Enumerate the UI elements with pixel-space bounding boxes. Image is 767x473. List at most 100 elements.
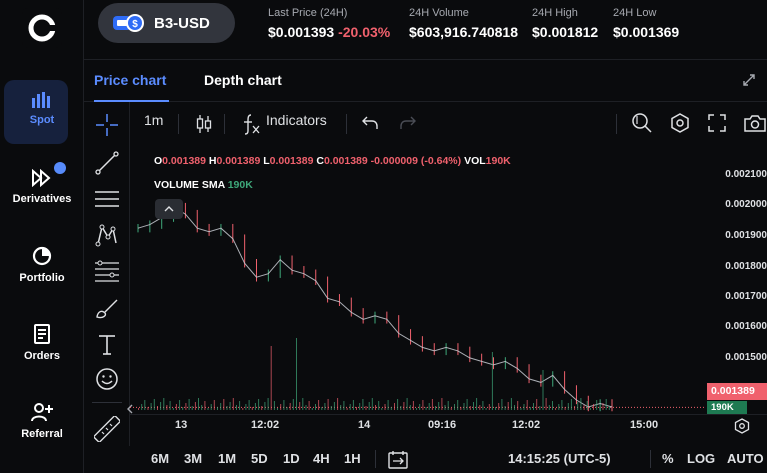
- volume-bar: [425, 407, 427, 410]
- fib-tool[interactable]: [94, 258, 120, 284]
- volume-bar: [504, 406, 506, 410]
- y-tick-label: 0.001800: [725, 261, 767, 272]
- timeframe-5d[interactable]: 5D: [251, 451, 268, 466]
- indicators-button[interactable]: Indicators: [266, 112, 327, 128]
- emoji-tool[interactable]: [94, 366, 120, 392]
- tab-price-chart[interactable]: Price chart: [94, 72, 167, 88]
- price-chart[interactable]: O0.001389 H0.001389 L0.001389 C0.001389 …: [130, 144, 767, 446]
- log-toggle[interactable]: LOG: [687, 451, 716, 466]
- function-icon[interactable]: [242, 113, 262, 135]
- volume-bar: [245, 404, 247, 410]
- nav-item-derivatives[interactable]: Derivatives: [0, 154, 84, 220]
- calendar-range-icon[interactable]: [388, 450, 408, 469]
- price-axis[interactable]: 0.002100 0.002000 0.001900 0.001800 0.00…: [706, 144, 767, 424]
- volume-bar: [520, 408, 522, 410]
- time-axis[interactable]: 13 12:02 14 09:16 12:02 15:00: [130, 414, 767, 436]
- volume-bar: [375, 405, 376, 410]
- nav-item-referral[interactable]: Referral: [0, 388, 84, 454]
- volume-bar: [321, 407, 323, 410]
- pattern-icon: [95, 224, 117, 247]
- volume-bar: [210, 404, 212, 410]
- undo-icon[interactable]: [362, 116, 378, 130]
- pair-name: B3-USD: [154, 14, 210, 32]
- y-tick-label: 0.001900: [725, 230, 767, 241]
- timeframe-4h[interactable]: 4H: [313, 451, 330, 466]
- volume-bar: [337, 398, 339, 410]
- volume-bar: [324, 403, 326, 410]
- y-tick-label: 0.002000: [725, 199, 767, 210]
- token-pair-icon: $: [113, 14, 144, 32]
- parallel-lines-tool[interactable]: [94, 186, 120, 212]
- volume-bar: [346, 408, 348, 410]
- trend-line-tool[interactable]: [94, 150, 120, 176]
- volume-bar: [191, 406, 193, 410]
- volume-bar: [539, 406, 541, 410]
- volume-bar: [141, 404, 143, 410]
- volume-bar: [416, 408, 418, 410]
- volume-bar: [286, 407, 288, 410]
- auto-toggle[interactable]: AUTO: [727, 451, 764, 466]
- volume-bar: [378, 401, 380, 410]
- magnifier-icon[interactable]: [631, 112, 653, 134]
- volume-bar: [236, 405, 237, 410]
- volume-bar: [510, 398, 512, 410]
- tab-depth-chart[interactable]: Depth chart: [204, 72, 282, 88]
- volume-bar: [387, 400, 389, 410]
- volume-bar: [144, 400, 146, 410]
- timeframe-1h[interactable]: 1H: [344, 451, 361, 466]
- horizontal-lines-icon: [95, 191, 119, 207]
- volume-bar: [182, 407, 184, 410]
- percent-toggle[interactable]: %: [662, 451, 674, 466]
- candlestick-icon[interactable]: [196, 114, 212, 134]
- volume-bar: [251, 407, 253, 410]
- volume-bar: [479, 405, 481, 410]
- volume-bar: [179, 400, 181, 410]
- coinbase-logo-icon[interactable]: [22, 8, 62, 48]
- brush-tool[interactable]: [94, 296, 120, 322]
- volume-bar: [343, 401, 345, 410]
- change-value: -0.000009 (-0.64%): [370, 155, 462, 167]
- volume-bar: [491, 352, 493, 410]
- volume-bar: [318, 400, 320, 410]
- timeframe-3m[interactable]: 3M: [184, 451, 203, 466]
- text-tool[interactable]: [94, 332, 120, 358]
- nav-item-spot[interactable]: Spot: [0, 76, 84, 144]
- last-price-tag: 0.001389: [707, 383, 767, 400]
- nav-item-portfolio[interactable]: Portfolio: [0, 232, 84, 298]
- pair-selector-button[interactable]: $ B3-USD: [98, 3, 235, 43]
- volume-bar: [419, 404, 421, 410]
- timeframe-1d[interactable]: 1D: [283, 451, 300, 466]
- volume-bar: [495, 407, 497, 410]
- camera-icon[interactable]: [744, 114, 766, 132]
- volume-bar: [542, 370, 544, 410]
- axis-settings-icon[interactable]: [734, 418, 750, 434]
- measure-tool[interactable]: [94, 416, 120, 442]
- divider: [178, 114, 179, 134]
- volume-bar: [330, 406, 332, 410]
- stat-label: 24H High: [532, 7, 578, 19]
- interval-button[interactable]: 1m: [144, 112, 164, 128]
- pie-chart-icon: [32, 246, 52, 266]
- volume-bar: [258, 399, 260, 410]
- clock-timezone[interactable]: 14:15:25 (UTC-5): [508, 451, 611, 466]
- chart-tabs: Price chart Depth chart: [84, 60, 767, 102]
- nav-item-orders[interactable]: Orders: [0, 310, 84, 376]
- stat-value: $0.001812: [532, 24, 599, 40]
- volume-key: VOL: [464, 155, 486, 167]
- volume-bar: [596, 400, 598, 410]
- collapse-tools-icon[interactable]: [126, 404, 134, 414]
- volume-bar: [220, 403, 222, 410]
- collapse-legend-button[interactable]: [155, 199, 183, 219]
- timeframe-6m[interactable]: 6M: [151, 451, 170, 466]
- volume-bar: [586, 401, 588, 410]
- volume-bar: [390, 407, 392, 410]
- pattern-tool[interactable]: [94, 222, 120, 248]
- timeframe-1m[interactable]: 1M: [218, 451, 237, 466]
- fullscreen-icon[interactable]: [708, 114, 726, 132]
- expand-icon[interactable]: [743, 74, 755, 86]
- crosshair-tool[interactable]: [94, 112, 120, 138]
- volume-bar: [226, 406, 228, 410]
- settings-icon[interactable]: [670, 113, 690, 133]
- volume-bar: [488, 404, 490, 410]
- redo-icon[interactable]: [400, 116, 416, 130]
